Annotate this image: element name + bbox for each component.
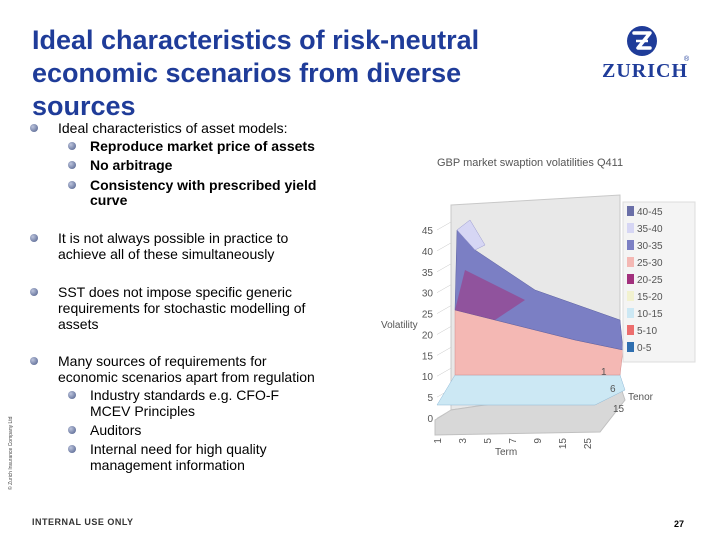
legend-swatch	[627, 257, 634, 267]
chart-title: GBP market swaption volatilities Q411	[437, 157, 623, 169]
legend-label: 40-45	[637, 207, 663, 218]
surface-peak	[456, 219, 486, 251]
z-gridline	[436, 368, 452, 377]
sub-bullet-continuation: management information	[90, 457, 245, 473]
page-number: 27	[674, 519, 685, 529]
bullet-item: Ideal characteristics of asset models:	[30, 120, 288, 136]
z-tick-label: 25	[422, 310, 434, 321]
surface-band-low	[436, 374, 626, 406]
legend-swatch	[627, 342, 634, 352]
sub-bullet-item: Auditors	[68, 422, 141, 438]
legend-frame	[622, 201, 696, 363]
z-tick-label: 15	[422, 351, 434, 362]
zurich-logo: ZURICH ®	[598, 24, 692, 88]
z-gridline	[436, 326, 452, 335]
sub-bullet-item: Industry standards e.g. CFO-F	[68, 387, 279, 403]
x-axis-label: Term	[495, 447, 517, 458]
legend-swatch	[627, 223, 634, 233]
z-tick-label: 35	[422, 268, 434, 279]
legend-label: 20-25	[637, 275, 663, 286]
z-axis-label: Volatility	[381, 320, 418, 331]
legend-swatch	[627, 325, 634, 335]
z-tick-label: 10	[422, 372, 434, 383]
bullet-item: Many sources of requirements for	[30, 353, 267, 369]
term-tick-label: 25	[583, 438, 594, 450]
slide-title: Ideal characteristics of risk-neutral ec…	[32, 24, 532, 123]
legend-swatch	[627, 308, 634, 318]
y-axis-label: Tenor	[628, 392, 654, 403]
bullet-continuation: assets	[58, 316, 99, 332]
legend-swatch	[627, 291, 634, 301]
term-tick-label: 5	[483, 438, 494, 444]
bullet-item: It is not always possible in practice to	[30, 230, 288, 246]
sub-bullet-item: Reproduce market price of assets	[68, 138, 315, 154]
legend-swatch	[627, 240, 634, 250]
z-tick-label: 40	[422, 247, 434, 258]
side-copyright: © Zurich Insurance Company Ltd	[8, 416, 14, 490]
bullet-continuation: achieve all of these simultaneously	[58, 246, 275, 262]
legend-label: 5-10	[637, 326, 657, 337]
swaption-volatility-chart: GBP market swaption volatilities Q411 0 5…	[381, 157, 696, 458]
z-tick-label: 20	[422, 330, 434, 341]
sub-bullet-continuation: MCEV Principles	[90, 403, 196, 419]
legend-swatch	[627, 206, 634, 216]
tenor-tick-label: 15	[613, 404, 625, 415]
legend-label: 35-40	[637, 224, 663, 235]
bullet-continuation: requirements for stochastic modelling of	[58, 300, 306, 316]
surface-band-violet	[455, 270, 525, 320]
z-gridline	[436, 347, 452, 356]
z-gridline	[436, 409, 452, 419]
registered-mark: ®	[684, 56, 690, 63]
sub-bullet-item: No arbitrage	[68, 157, 172, 173]
z-gridline	[436, 221, 452, 231]
sub-bullet-item: Internal need for high quality	[68, 441, 267, 457]
z-tick-label: 30	[422, 289, 434, 300]
legend-label: 10-15	[637, 309, 663, 320]
z-tick-label: 0	[427, 414, 433, 425]
title-line: economic scenarios from diverse	[32, 58, 462, 88]
z-gridline	[436, 242, 452, 252]
z-gridline	[436, 263, 452, 272]
legend-label: 0-5	[637, 343, 652, 354]
term-tick-label: 3	[458, 438, 469, 444]
legend-label: 25-30	[637, 258, 663, 269]
sub-bullet-item: Consistency with prescribed yield	[68, 177, 316, 193]
chart-legend: 40-45 35-40 30-35 25-30 20-25 15-20 10-15 5-10 0…	[622, 201, 696, 363]
tenor-tick-label: 1	[601, 367, 607, 378]
term-tick-label: 15	[558, 438, 569, 450]
legend-swatch	[627, 274, 634, 284]
z-tick-label: 5	[427, 393, 433, 404]
z-gridline	[436, 284, 452, 293]
bullet-item: SST does not impose specific generic	[30, 284, 292, 300]
bullet-continuation: economic scenarios apart from regulation	[58, 369, 315, 385]
sub-bullet-continuation: curve	[90, 192, 128, 208]
title-line: Ideal characteristics of risk-neutral	[32, 25, 480, 55]
tenor-tick-label: 6	[610, 384, 616, 395]
zurich-emblem-icon	[627, 26, 657, 56]
footer-classification: INTERNAL USE ONLY	[32, 517, 134, 527]
term-tick-label: 7	[508, 438, 519, 444]
z-gridline	[436, 305, 452, 314]
term-tick-label: 1	[433, 438, 444, 444]
title-line: sources	[32, 91, 136, 121]
legend-label: 15-20	[637, 292, 663, 303]
logo-text: ZURICH	[602, 60, 689, 82]
legend-label: 30-35	[637, 241, 663, 252]
z-tick-label: 45	[422, 226, 434, 237]
term-tick-label: 9	[533, 438, 544, 444]
